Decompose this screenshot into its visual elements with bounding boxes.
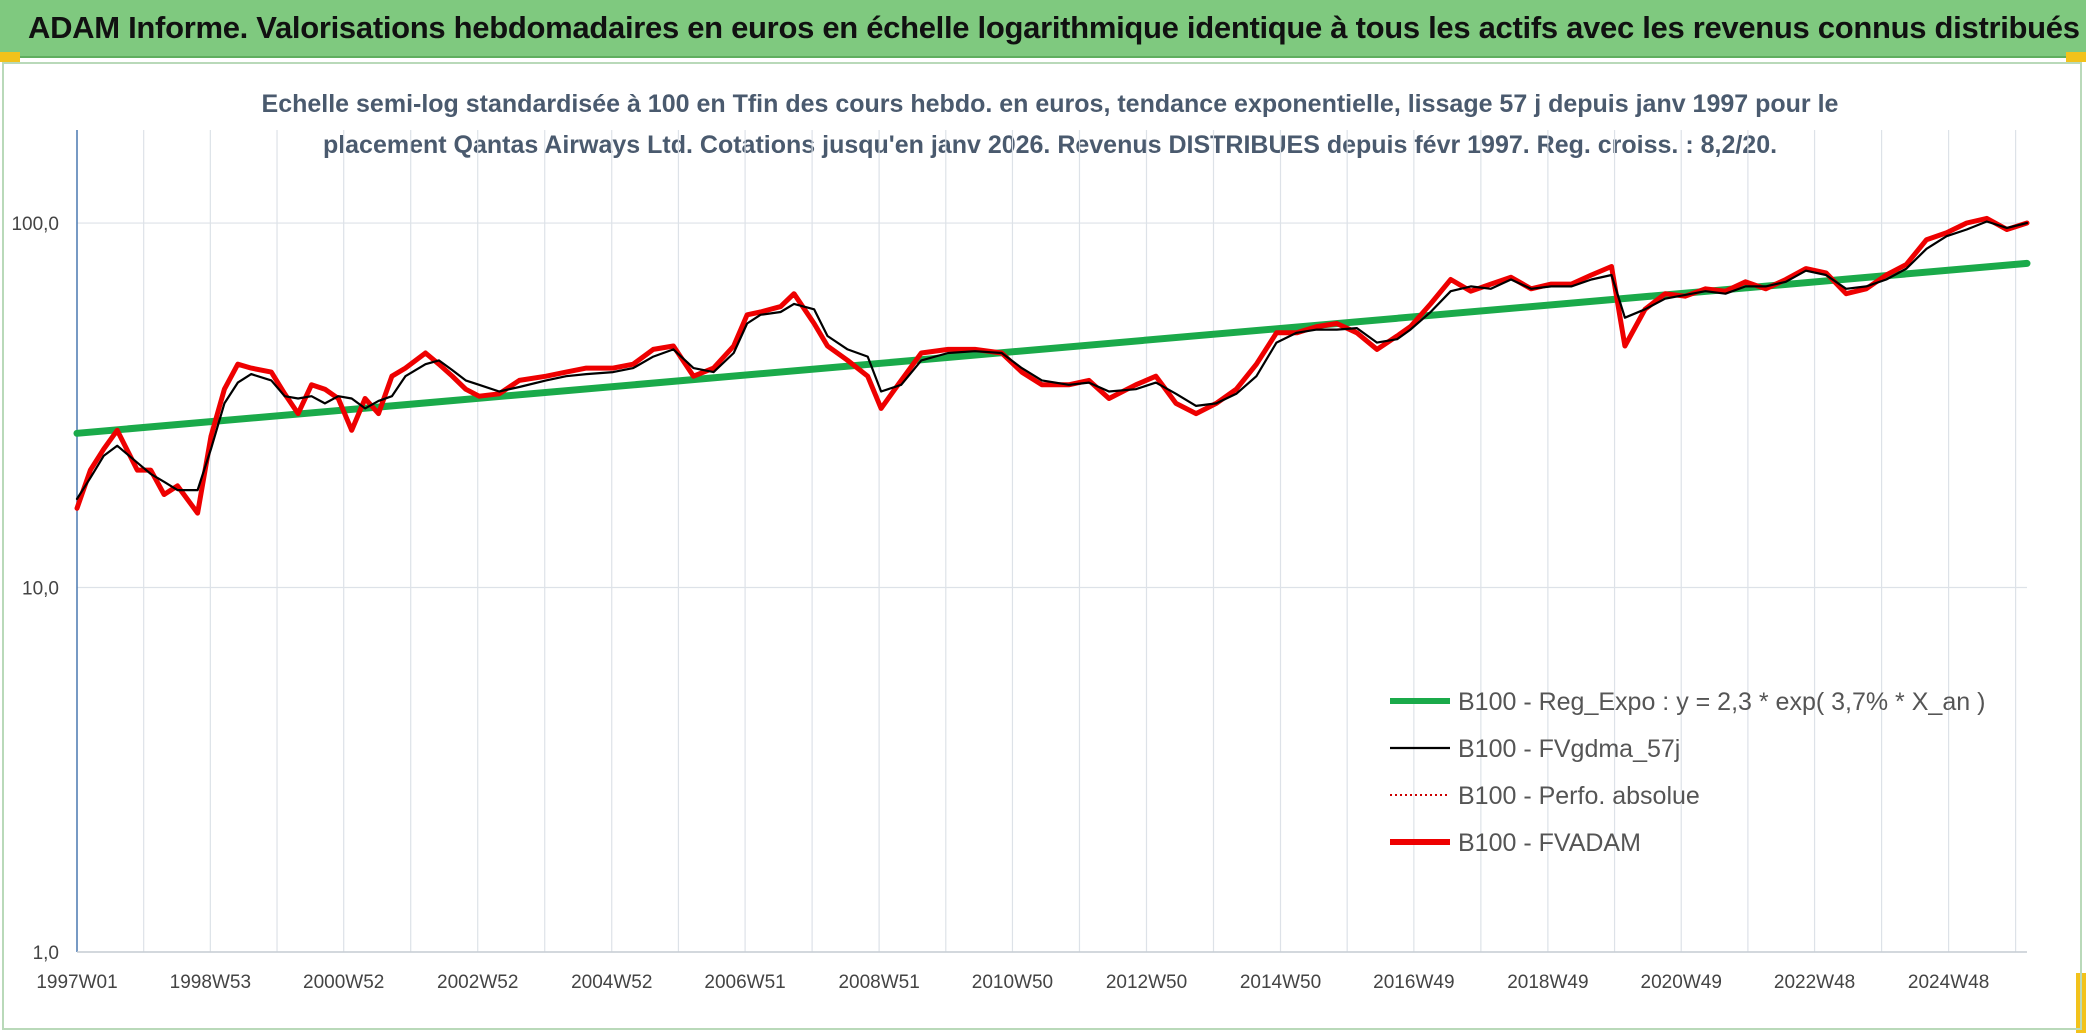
corner-accent-left xyxy=(0,52,20,62)
chart-title: Echelle semi-log standardisée à 100 en T… xyxy=(150,84,1950,166)
legend-label: B100 - FVADAM xyxy=(1458,829,1641,857)
axes: 1,0 10,0 100,0 1997W01 1998W53 2000W52 2002W52… xyxy=(11,130,2027,993)
corner-accent-right xyxy=(2066,52,2086,62)
report-title: ADAM Informe. Valorisations hebdomadaire… xyxy=(28,10,2080,45)
legend: B100 - Reg_Expo : y = 2,3 * exp( 3,7% * … xyxy=(1390,688,1985,857)
x-tick-label: 2018W49 xyxy=(1507,972,1588,993)
x-tick-label: 2020W49 xyxy=(1641,972,1722,993)
report-banner: ADAM Informe. Valorisations hebdomadaire… xyxy=(0,0,2086,58)
x-tick-label: 2016W49 xyxy=(1373,972,1454,993)
x-tick-label: 1998W53 xyxy=(170,972,251,993)
legend-label: B100 - FVgdma_57j xyxy=(1458,735,1680,763)
chart-title-line-1: Echelle semi-log standardisée à 100 en T… xyxy=(261,90,1839,118)
x-tick-label: 2010W50 xyxy=(972,972,1053,993)
x-tick-label: 2002W52 xyxy=(437,972,518,993)
series-line-2 xyxy=(76,217,2028,515)
x-tick-label: 2004W52 xyxy=(571,972,652,993)
y-tick-label: 100,0 xyxy=(11,214,59,235)
x-tick-label: 1997W01 xyxy=(36,972,117,993)
x-tick-label: 2012W50 xyxy=(1106,972,1187,993)
legend-label: B100 - Reg_Expo : y = 2,3 * exp( 3,7% * … xyxy=(1458,688,1985,716)
legend-label: B100 - Perfo. absolue xyxy=(1458,782,1700,810)
x-tick-label: 2024W48 xyxy=(1908,972,1989,993)
x-tick-label: 2014W50 xyxy=(1240,972,1321,993)
gridlines xyxy=(77,130,2027,953)
chart-title-line-2: placement Qantas Airways Ltd. Cotations … xyxy=(322,131,1778,159)
y-tick-label: 1,0 xyxy=(33,943,59,964)
x-tick-label: 2000W52 xyxy=(303,972,384,993)
series-layer xyxy=(73,215,2031,516)
x-tick-label: 2008W51 xyxy=(838,972,919,993)
y-tick-label: 10,0 xyxy=(22,579,59,600)
chart-frame xyxy=(2,62,2082,1030)
series-line-1 xyxy=(75,220,2029,500)
series-line-3 xyxy=(74,215,2030,516)
x-tick-label: 2022W48 xyxy=(1774,972,1855,993)
x-tick-label: 2006W51 xyxy=(704,972,785,993)
